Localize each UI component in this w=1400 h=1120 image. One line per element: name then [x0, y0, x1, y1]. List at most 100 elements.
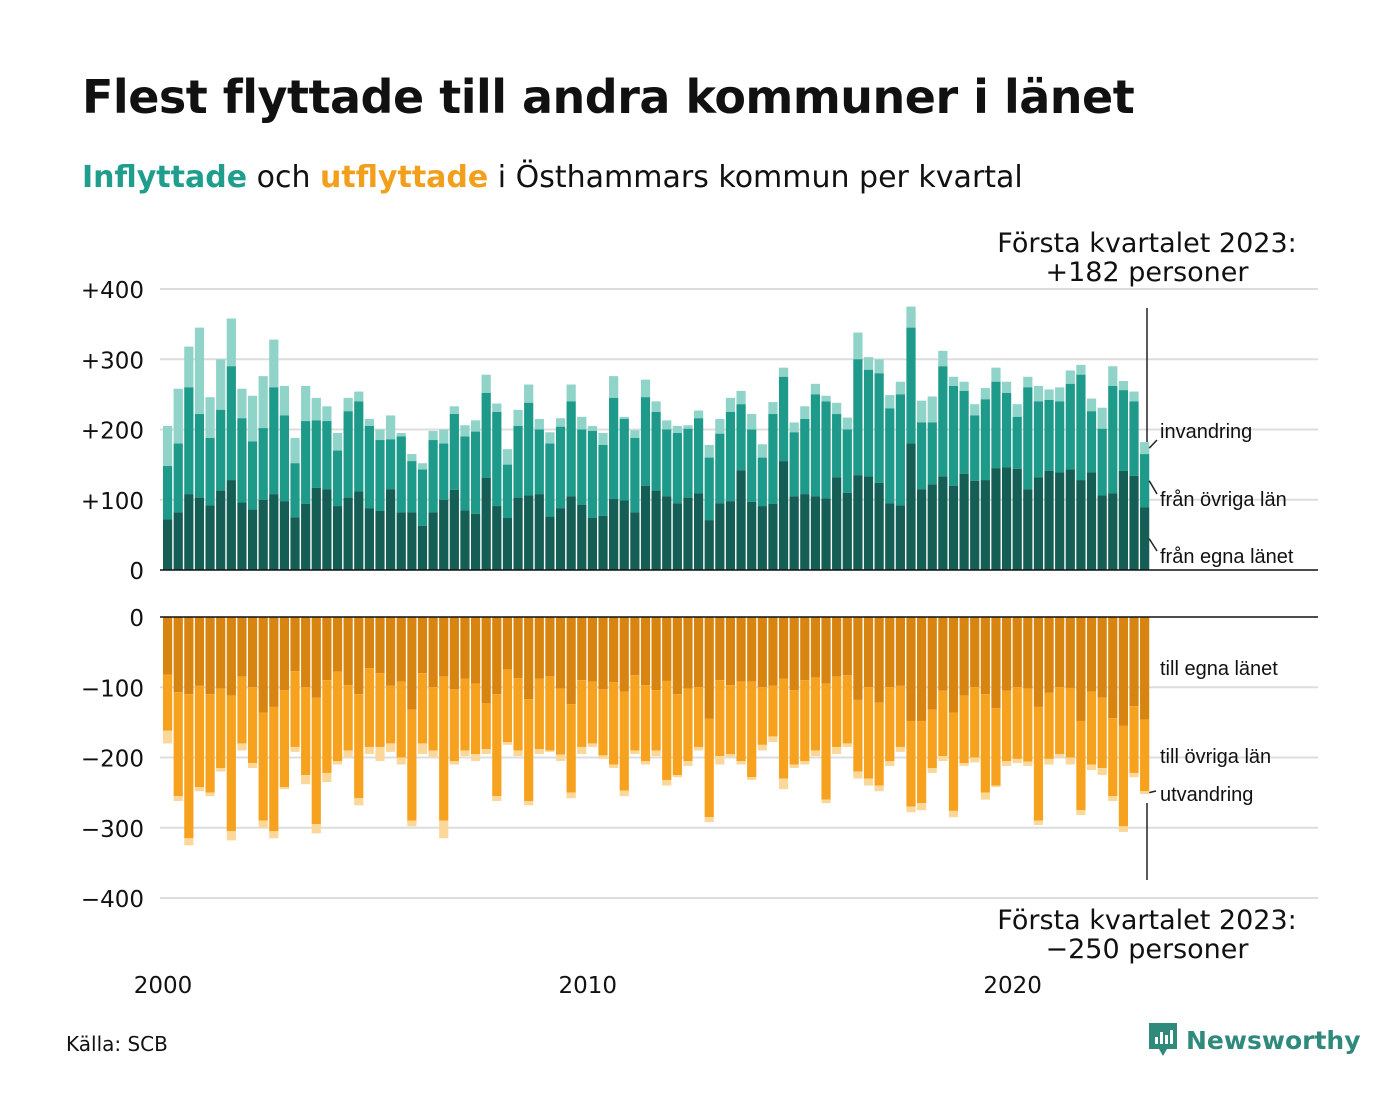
bar-fran-egna-lanet: [417, 525, 428, 570]
bar-till-egna-lanet: [1076, 617, 1086, 721]
bar-utvandring: [301, 775, 311, 785]
bar-utvandring: [715, 756, 725, 765]
bar-till-egna-lanet: [683, 617, 693, 689]
bar-fran-ovriga-lan: [173, 443, 183, 513]
bar-till-egna-lanet: [1044, 617, 1054, 693]
bar-till-ovriga-lan: [322, 680, 332, 773]
bar-utvandring: [439, 820, 449, 839]
bar-fran-ovriga-lan: [683, 428, 693, 498]
bar-till-egna-lanet: [832, 617, 842, 677]
series-label-bottom: till egna länet: [1160, 658, 1278, 680]
y-tick-label-top: 0: [129, 559, 144, 585]
bar-utvandring: [619, 790, 629, 797]
bar-fran-ovriga-lan: [832, 414, 842, 478]
bar-fran-ovriga-lan: [386, 439, 396, 490]
bar-fran-egna-lanet: [778, 461, 789, 570]
bar-till-egna-lanet: [651, 617, 661, 691]
bar-till-ovriga-lan: [853, 699, 863, 772]
bar-till-ovriga-lan: [789, 690, 799, 765]
bar-fran-ovriga-lan: [863, 369, 874, 477]
bar-till-ovriga-lan: [407, 709, 417, 821]
bar-fran-ovriga-lan: [927, 422, 937, 485]
bar-till-ovriga-lan: [417, 673, 428, 744]
bar-fran-egna-lanet: [906, 443, 916, 570]
bar-fran-egna-lanet: [810, 496, 821, 570]
bar-fran-ovriga-lan: [460, 436, 470, 511]
chart-title: Flest flyttade till andra kommuner i län…: [82, 70, 1135, 124]
bar-invandring: [609, 376, 619, 398]
bar-utvandring: [747, 777, 757, 780]
bar-till-ovriga-lan: [725, 685, 736, 754]
bar-fran-ovriga-lan: [1055, 401, 1065, 473]
bar-till-ovriga-lan: [375, 673, 385, 747]
bar-till-egna-lanet: [1033, 617, 1044, 707]
bar-till-egna-lanet: [938, 617, 948, 691]
bar-utvandring: [577, 746, 587, 754]
subtitle-inflyttade: Inflyttade: [82, 160, 248, 195]
bar-fran-ovriga-lan: [598, 444, 608, 516]
bar-utvandring: [757, 744, 767, 751]
bar-fran-ovriga-lan: [577, 429, 587, 505]
bar-fran-ovriga-lan: [1129, 401, 1139, 476]
bar-till-ovriga-lan: [1012, 687, 1022, 759]
bar-till-egna-lanet: [502, 617, 513, 670]
bar-till-egna-lanet: [460, 617, 470, 679]
bar-invandring: [917, 400, 927, 423]
bar-till-egna-lanet: [449, 617, 459, 690]
bar-till-ovriga-lan: [524, 699, 534, 802]
bar-fran-egna-lanet: [980, 480, 990, 570]
bar-fran-egna-lanet: [301, 503, 311, 570]
bar-invandring: [470, 420, 481, 432]
bar-till-ovriga-lan: [205, 694, 215, 793]
bar-till-egna-lanet: [1108, 617, 1118, 719]
bar-till-egna-lanet: [630, 617, 640, 676]
bar-utvandring: [948, 810, 959, 818]
bar-till-ovriga-lan: [715, 680, 725, 757]
bar-till-ovriga-lan: [354, 694, 364, 799]
bar-fran-egna-lanet: [1108, 493, 1118, 570]
bar-utvandring: [205, 792, 215, 797]
bar-fran-egna-lanet: [747, 501, 757, 570]
bar-fran-ovriga-lan: [651, 411, 661, 491]
bar-invandring: [927, 396, 937, 423]
bar-utvandring: [502, 742, 513, 745]
series-label-top: från egna länet: [1160, 546, 1294, 568]
bar-invandring: [715, 418, 725, 434]
bar-till-egna-lanet: [927, 617, 937, 710]
bar-till-ovriga-lan: [895, 685, 905, 747]
bar-fran-ovriga-lan: [545, 443, 555, 517]
bar-till-ovriga-lan: [566, 704, 576, 793]
bar-invandring: [938, 350, 948, 367]
bar-till-egna-lanet: [662, 617, 672, 681]
bar-till-ovriga-lan: [885, 687, 895, 762]
bar-till-ovriga-lan: [513, 678, 523, 751]
bar-till-egna-lanet: [619, 617, 629, 692]
bar-utvandring: [364, 746, 374, 754]
bar-fran-ovriga-lan: [800, 418, 810, 495]
bar-invandring: [566, 384, 576, 402]
bar-utvandring: [194, 787, 205, 792]
bar-invandring: [481, 374, 491, 393]
bar-fran-ovriga-lan: [513, 425, 523, 498]
bar-utvandring: [524, 801, 534, 806]
bar-fran-egna-lanet: [396, 512, 406, 570]
bar-fran-ovriga-lan: [959, 390, 969, 474]
bar-invandring: [1086, 398, 1097, 412]
bar-fran-egna-lanet: [1140, 507, 1150, 570]
bar-fran-egna-lanet: [375, 510, 385, 570]
bar-fran-egna-lanet: [800, 494, 810, 570]
bar-fran-ovriga-lan: [853, 359, 863, 476]
bar-utvandring: [1129, 772, 1139, 778]
bar-till-ovriga-lan: [247, 687, 258, 764]
bar-utvandring: [417, 743, 428, 754]
bar-fran-ovriga-lan: [704, 457, 714, 521]
series-label-bottom: utvandring: [1160, 784, 1253, 806]
bar-invandring: [1140, 442, 1150, 455]
bar-fran-egna-lanet: [545, 516, 555, 570]
bar-fran-ovriga-lan: [332, 450, 343, 507]
bar-till-ovriga-lan: [1140, 719, 1150, 792]
bar-utvandring: [492, 796, 502, 802]
bar-fran-egna-lanet: [1044, 470, 1054, 570]
bar-till-egna-lanet: [970, 617, 980, 688]
bar-till-egna-lanet: [1023, 617, 1033, 689]
